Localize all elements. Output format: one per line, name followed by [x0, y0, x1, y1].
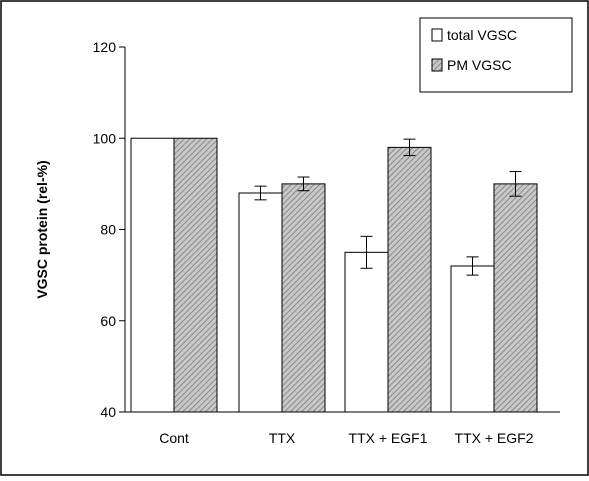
- x-category-label-1: TTX: [269, 430, 296, 446]
- y-tick-label-40: 40: [100, 404, 116, 420]
- legend-label-1: PM VGSC: [447, 57, 512, 73]
- legend-label-0: total VGSC: [447, 27, 517, 43]
- bar-total-3: [450, 265, 495, 413]
- y-axis-title: VGSC protein (rel-%): [34, 160, 50, 298]
- bar-total-0: [130, 137, 175, 413]
- y-tick-label-60: 60: [100, 313, 116, 329]
- bar-pm-1: [281, 183, 326, 413]
- y-tick-label-100: 100: [93, 130, 117, 146]
- x-category-label-3: TTX + EGF2: [455, 430, 534, 446]
- x-category-label-0: Cont: [159, 430, 189, 446]
- x-category-label-2: TTX + EGF1: [349, 430, 428, 446]
- legend-swatch-1: [431, 58, 443, 72]
- legend-swatch-0: [431, 28, 443, 42]
- legend-box: [419, 17, 573, 93]
- bar-pm-3: [493, 183, 538, 413]
- bar-pm-0: [173, 137, 218, 413]
- bar-total-1: [238, 192, 283, 413]
- y-tick-label-120: 120: [93, 39, 117, 55]
- bar-total-2: [344, 251, 389, 413]
- bar-pm-2: [387, 146, 432, 413]
- y-tick-label-80: 80: [100, 222, 116, 238]
